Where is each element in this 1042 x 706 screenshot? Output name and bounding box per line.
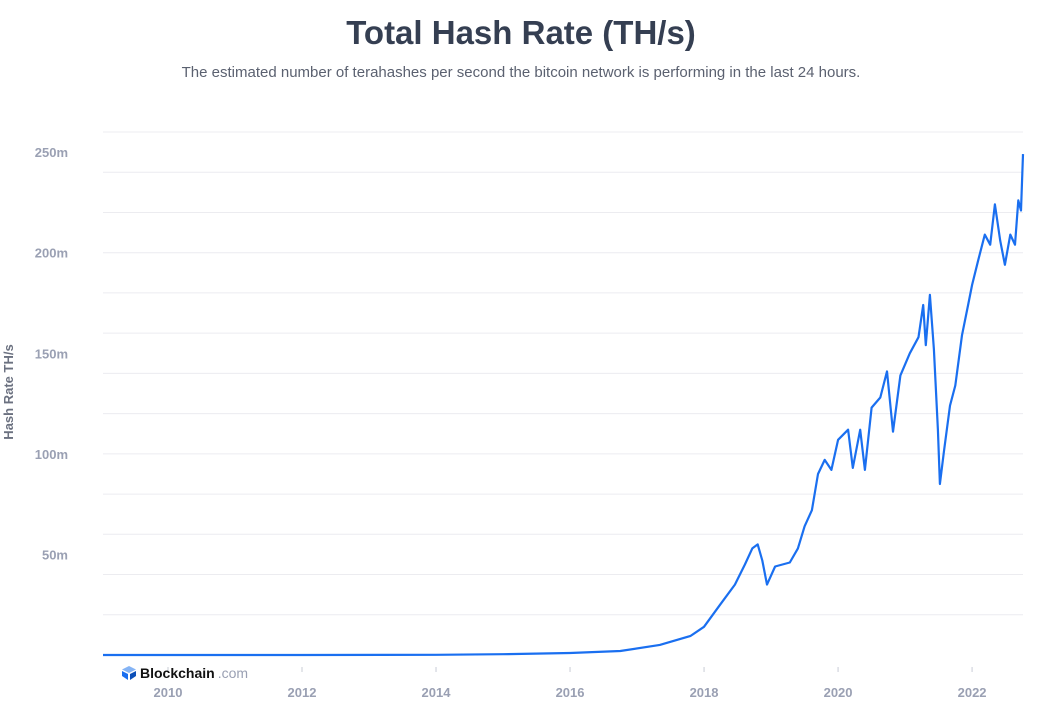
x-tick-label: 2020	[824, 685, 853, 700]
blockchain-cube-icon	[122, 666, 136, 680]
y-axis-label: Hash Rate TH/s	[1, 344, 16, 439]
brand-domain: .com	[217, 665, 249, 681]
hash-rate-line	[103, 154, 1025, 657]
y-tick-label: 250m	[35, 145, 68, 160]
blockchain-logo: Blockchain .com	[121, 665, 248, 681]
x-tick-label: 2014	[422, 685, 452, 700]
x-tick-label: 2010	[154, 685, 183, 700]
brand-name: Blockchain	[140, 665, 215, 681]
x-tick-label: 2012	[288, 685, 317, 700]
x-tick-label: 2016	[556, 685, 585, 700]
y-tick-label: 200m	[35, 246, 68, 261]
y-tick-label: 50m	[42, 547, 68, 562]
chart-subtitle: The estimated number of terahashes per s…	[181, 64, 861, 81]
y-tick-label: 100m	[35, 447, 68, 462]
y-tick-label: 150m	[35, 346, 68, 361]
x-tick-label: 2018	[690, 685, 719, 700]
chart-title: Total Hash Rate (TH/s)	[346, 14, 696, 51]
x-tick-label: 2022	[958, 685, 987, 700]
